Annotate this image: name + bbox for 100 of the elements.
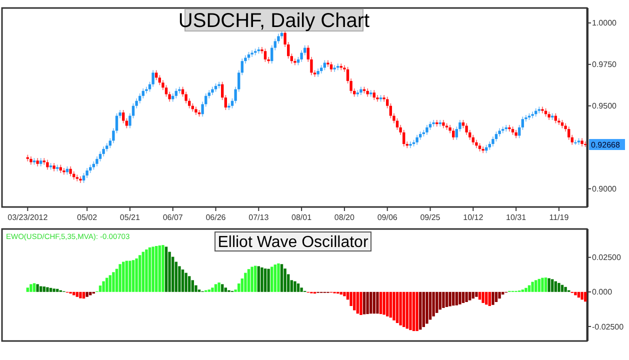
bar [455, 292, 458, 306]
chart-title: USDCHF, Daily Chart [178, 10, 370, 32]
bar [492, 292, 494, 305]
bar [56, 288, 59, 292]
bar [538, 278, 540, 292]
y-tick-label: 1.0000 [592, 18, 618, 28]
bar [188, 276, 191, 292]
bar [158, 245, 161, 292]
bar [372, 292, 376, 314]
bar [528, 285, 531, 292]
y-tick-label: 0.02500 [592, 253, 622, 262]
bar [564, 286, 567, 292]
bar [267, 268, 270, 292]
bar [86, 292, 88, 297]
bar [79, 292, 82, 298]
bar [558, 282, 560, 292]
bar [541, 278, 544, 292]
bar [270, 266, 274, 292]
bar [445, 292, 448, 307]
bar [294, 281, 296, 292]
x-tick-label: 05/21 [120, 213, 141, 222]
bar [118, 264, 122, 292]
bar [531, 282, 534, 292]
bar [366, 292, 369, 314]
bar [360, 292, 362, 316]
bar [392, 292, 396, 320]
bar [254, 266, 257, 292]
bar [152, 246, 154, 292]
x-tick-label: 10/12 [463, 213, 484, 222]
x-tick-label: 03/23/2012 [8, 213, 48, 222]
bar [138, 255, 142, 292]
x-tick-label: 09/06 [377, 213, 398, 222]
y-tick-label: 0.000 [592, 288, 613, 297]
y-tick-label: 0.9750 [592, 60, 618, 70]
bar [128, 260, 132, 292]
bar [574, 292, 577, 296]
bar [475, 292, 478, 297]
bar [280, 264, 284, 292]
bar [544, 278, 548, 292]
bar [247, 269, 250, 292]
x-tick-label: 06/07 [162, 213, 184, 222]
bar [416, 292, 418, 332]
x-tick-label: 08/01 [292, 213, 312, 222]
bar [548, 278, 550, 292]
bar [277, 263, 280, 292]
bar [577, 292, 580, 298]
bar [260, 267, 264, 292]
bar [458, 292, 462, 304]
bar [191, 280, 194, 292]
bar [426, 292, 428, 324]
bar [442, 292, 445, 308]
bar [148, 247, 152, 292]
bar [82, 292, 86, 299]
bar [419, 292, 422, 330]
bar [76, 292, 78, 297]
bar [162, 245, 164, 292]
bar [362, 292, 366, 314]
x-tick-label: 10/31 [506, 213, 527, 222]
bar [142, 252, 144, 292]
bar [350, 292, 352, 306]
bar [402, 292, 406, 328]
bar [221, 284, 224, 292]
x-tick-label: 08/20 [334, 213, 356, 222]
bar [482, 292, 484, 303]
bar [396, 292, 399, 324]
bar [36, 284, 39, 292]
bar [224, 288, 227, 292]
bar [422, 292, 425, 328]
bar [560, 284, 564, 292]
annotation: 0.92668 [591, 140, 620, 150]
bar [264, 268, 267, 292]
bar [452, 292, 455, 306]
bar [468, 292, 472, 300]
bar [98, 286, 102, 292]
bar [551, 279, 554, 292]
bar [436, 292, 438, 313]
bar [46, 287, 49, 292]
bar [26, 288, 29, 292]
bar [250, 266, 254, 292]
bar [406, 292, 408, 329]
bar [132, 260, 135, 292]
bar [274, 264, 276, 292]
x-tick-label: 09/25 [420, 213, 441, 222]
bar [42, 286, 46, 292]
bar [135, 258, 138, 292]
bar [462, 292, 465, 303]
bar [382, 292, 386, 315]
bar [32, 283, 36, 292]
bar [494, 292, 498, 302]
bar [389, 292, 392, 318]
bar [554, 281, 557, 292]
bar [40, 286, 42, 292]
bar [52, 288, 56, 292]
bar [370, 292, 372, 314]
bar [580, 292, 584, 300]
bar [376, 292, 379, 314]
bar [122, 262, 125, 292]
bar [184, 272, 188, 292]
bar [438, 292, 442, 310]
bar [432, 292, 435, 316]
